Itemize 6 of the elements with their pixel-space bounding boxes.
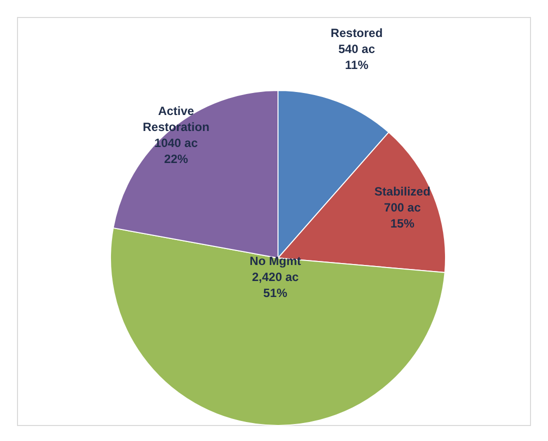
- data-label: 1040 ac 22%: [154, 136, 198, 166]
- slice-label: Restored: [330, 26, 383, 40]
- data-label: 540 ac 11%: [338, 42, 376, 72]
- slice-label: Stabilized: [374, 184, 430, 198]
- data-label: 2,420 ac 51%: [252, 270, 299, 300]
- data-label: 700 ac 15%: [384, 200, 422, 230]
